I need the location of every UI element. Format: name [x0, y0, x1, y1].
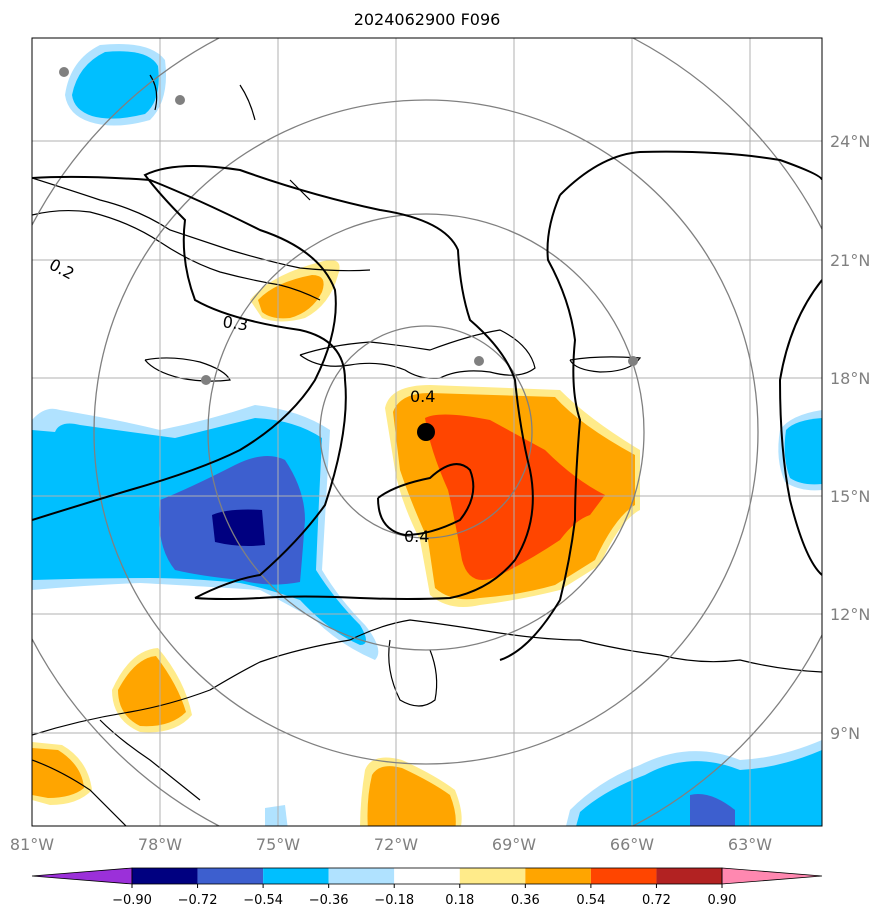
colorbar-outline [131, 867, 723, 885]
lon-tick-label: 75°W [256, 835, 300, 854]
latitude-tick-labels: 24°N 21°N 18°N 15°N 12°N 9°N [830, 132, 870, 743]
lon-tick-label: 69°W [492, 835, 536, 854]
negative-anomaly-east-core [784, 418, 822, 485]
contour-label-4: 0.4 [404, 527, 429, 546]
negative-anomaly-west-max [212, 509, 265, 546]
colorbar-tick-label: 0.90 [708, 893, 737, 908]
longitude-tick-labels: 81°W 78°W 75°W 72°W 69°W 66°W 63°W [10, 835, 772, 854]
colorbar-tick-label: 0.72 [642, 893, 671, 908]
colorbar-segment [394, 868, 460, 884]
colorbar-tick-label: 0.36 [511, 893, 540, 908]
colorbar-extension-low [31, 867, 133, 885]
colorbar-segment [656, 868, 722, 884]
reference-point [628, 356, 638, 366]
negative-anomaly-southeast-dark [690, 794, 735, 826]
contour-label-3: 0.4 [410, 387, 435, 406]
maracaibo-coast [388, 639, 438, 707]
lon-tick-label: 66°W [610, 835, 654, 854]
central-america-coast [32, 719, 201, 826]
south-america-coast [32, 619, 822, 736]
colorbar-extension-high [721, 867, 823, 885]
negative-anomaly-southeast-core [576, 750, 822, 826]
reference-points [59, 67, 638, 385]
colorbar-segment [263, 868, 329, 884]
colorbar-segment [459, 868, 526, 884]
positive-anomaly-southwest-corner-core [32, 748, 84, 798]
colorbar: −0.90 −0.72 −0.54 −0.36 −0.18 0.18 0.36 0.54 0.7… [31, 867, 823, 908]
lon-tick-label: 78°W [138, 835, 182, 854]
map-title: 2024062900 F096 [354, 10, 501, 29]
lat-tick-label: 9°N [830, 724, 860, 743]
reference-point [175, 95, 185, 105]
puerto-rico-coast [569, 356, 642, 373]
contour-02-west [32, 175, 337, 521]
lat-tick-label: 24°N [830, 132, 870, 151]
lat-tick-label: 18°N [830, 369, 870, 388]
lat-tick-label: 12°N [830, 605, 870, 624]
colorbar-tick-label: 0.54 [576, 893, 605, 908]
cuba-coast [32, 177, 371, 301]
negative-anomaly-bottom [265, 805, 288, 826]
reference-point [59, 67, 69, 77]
colorbar-tick-label: −0.90 [112, 893, 152, 908]
reference-point [201, 375, 211, 385]
reference-point [474, 356, 484, 366]
lon-tick-label: 81°W [10, 835, 54, 854]
negative-anomaly-northwest-core [72, 51, 159, 119]
contour-04 [377, 463, 475, 537]
hispaniola-coast [299, 329, 536, 379]
colorbar-segment [590, 868, 657, 884]
colorbar-segment [525, 868, 591, 884]
range-rings [32, 38, 822, 826]
contour-02-east [499, 150, 822, 661]
map-frame [31, 37, 823, 827]
colorbar-tick-label: 0.18 [445, 893, 474, 908]
colorbar-tick-label: −0.36 [309, 893, 349, 908]
storm-center-marker [417, 423, 435, 441]
lon-tick-label: 72°W [374, 835, 418, 854]
jamaica-coast [144, 357, 231, 382]
contour-label-1: 0.2 [46, 255, 77, 284]
contours [32, 150, 822, 661]
colorbar-segment [328, 868, 395, 884]
colorbar-tick-label: −0.54 [243, 893, 283, 908]
range-ring-1 [319, 325, 533, 539]
colorbar-segment [197, 868, 264, 884]
lat-tick-label: 15°N [830, 487, 870, 506]
positive-anomaly-red [425, 414, 605, 580]
lon-tick-label: 63°W [728, 835, 772, 854]
range-ring-2 [207, 213, 645, 651]
colorbar-tick-label: −0.72 [178, 893, 218, 908]
contour-03 [143, 165, 534, 600]
positive-anomaly-sw-core [118, 656, 186, 727]
lat-tick-label: 21°N [830, 251, 870, 270]
positive-anomaly-north-core [258, 275, 324, 319]
range-ring-3 [93, 99, 759, 765]
colorbar-tick-label: −0.18 [374, 893, 414, 908]
colorbar-segment [132, 868, 198, 884]
coastlines [32, 74, 822, 826]
bahamas-coast [149, 74, 311, 201]
map-area: 0.2 0.3 0.4 0.4 [32, 38, 822, 826]
contour-label-2: 0.3 [221, 312, 249, 334]
positive-anomaly-south-core [367, 766, 456, 826]
